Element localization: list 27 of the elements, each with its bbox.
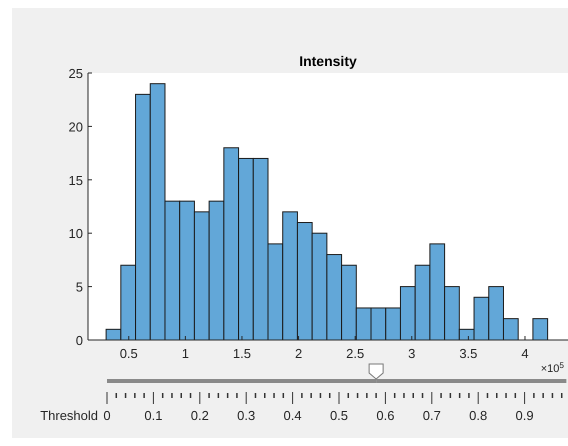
y-tick-label: 25	[68, 66, 83, 81]
x-tick-label: 0.2	[190, 408, 209, 423]
x-tick-label: 0.6	[376, 408, 394, 423]
y-tick-label: 15	[68, 172, 83, 188]
x-tick-label: 0.5	[330, 408, 348, 423]
x-tick-label: 1	[182, 346, 189, 361]
x-tick-label: 0.9	[516, 408, 534, 423]
x-tick-label: 4	[521, 346, 529, 361]
text: ×10$^{5}$	[540, 360, 564, 375]
x-tick-label: 0.8	[469, 408, 488, 423]
x-tick-label: 0	[103, 408, 111, 423]
x-tick-label: 1.5	[232, 346, 251, 361]
x-tick-label: 2	[294, 346, 302, 361]
x-tick-label: 0.5	[120, 346, 138, 361]
y-tick-label: 5	[76, 280, 83, 295]
x-tick-label: 0.4	[284, 408, 302, 423]
x-tick-label: 0.1	[144, 408, 162, 423]
y-tick-label: 10	[68, 226, 83, 242]
x-axis-title: Threshold	[40, 408, 98, 423]
x-tick-label: 3	[408, 346, 416, 361]
x-tick-label: 0.3	[237, 408, 256, 423]
x-tick-label: 3.5	[459, 346, 478, 361]
y-tick-label: 0	[76, 333, 83, 348]
y-tick-label: 20	[68, 119, 83, 134]
x-tick-label: 0.7	[422, 408, 441, 423]
x-tick-label: 2.5	[346, 346, 364, 361]
chart-title: Intensity	[299, 53, 357, 69]
